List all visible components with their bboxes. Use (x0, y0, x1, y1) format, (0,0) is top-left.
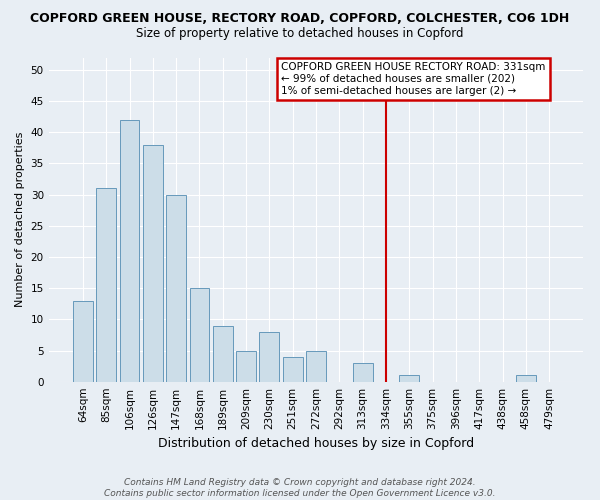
Bar (166, 194, 186, 382)
Bar (236, 350, 256, 382)
Bar (96, 188, 116, 382)
Text: COPFORD GREEN HOUSE, RECTORY ROAD, COPFORD, COLCHESTER, CO6 1DH: COPFORD GREEN HOUSE, RECTORY ROAD, COPFO… (31, 12, 569, 26)
Bar (119, 120, 139, 382)
Text: COPFORD GREEN HOUSE RECTORY ROAD: 331sqm
← 99% of detached houses are smaller (2: COPFORD GREEN HOUSE RECTORY ROAD: 331sqm… (281, 62, 545, 96)
Text: Contains HM Land Registry data © Crown copyright and database right 2024.
Contai: Contains HM Land Registry data © Crown c… (104, 478, 496, 498)
Bar (213, 326, 233, 382)
Y-axis label: Number of detached properties: Number of detached properties (15, 132, 25, 308)
Bar (143, 145, 163, 382)
Bar (353, 363, 373, 382)
Bar (516, 376, 536, 382)
Bar (400, 376, 419, 382)
Bar (259, 332, 279, 382)
Bar (190, 288, 209, 382)
X-axis label: Distribution of detached houses by size in Copford: Distribution of detached houses by size … (158, 437, 474, 450)
Text: Size of property relative to detached houses in Copford: Size of property relative to detached ho… (136, 28, 464, 40)
Bar (306, 350, 326, 382)
Bar (73, 300, 93, 382)
Bar (283, 356, 302, 382)
